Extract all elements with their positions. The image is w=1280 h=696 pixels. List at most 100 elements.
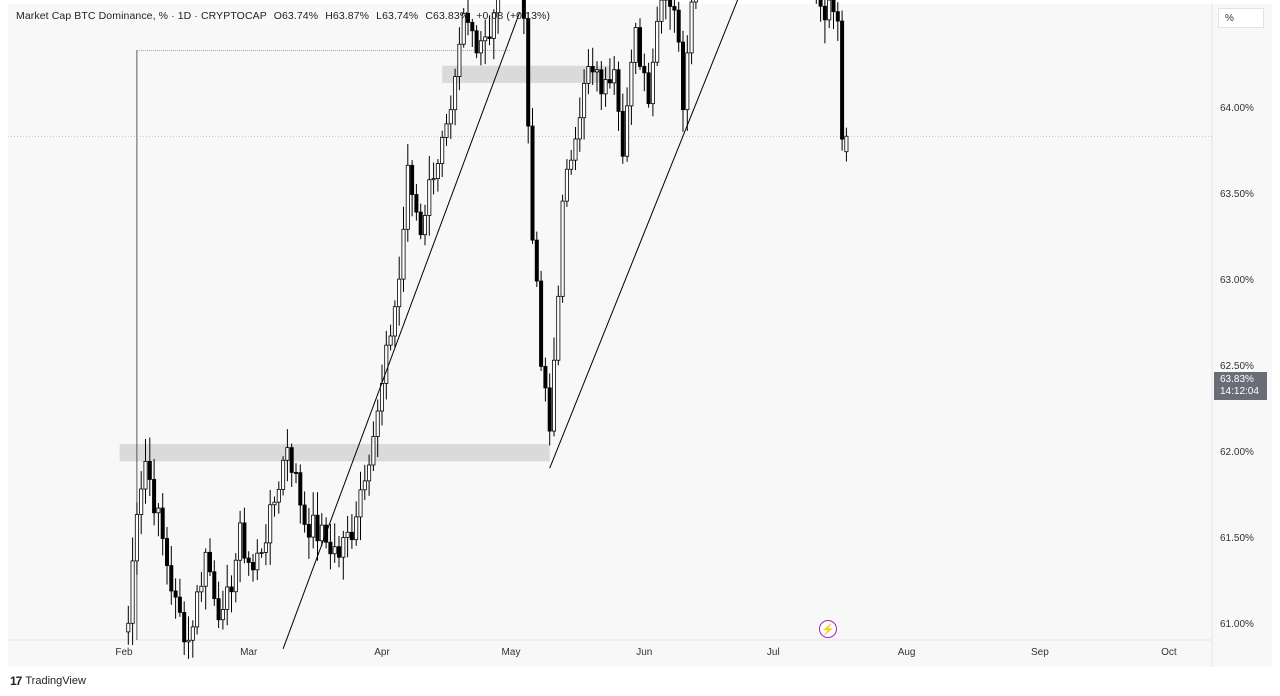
candle-body (599, 69, 604, 95)
candle-body (655, 20, 660, 63)
candle-body (203, 551, 208, 587)
change-value: +0.08 (+0.13%) (476, 10, 551, 22)
candle-body (379, 382, 384, 412)
candle-body (315, 514, 320, 542)
candle-body (384, 344, 389, 384)
candle-body (238, 522, 243, 561)
symbol-label[interactable]: Market Cap BTC Dominance, % · 1D · CRYPT… (16, 10, 267, 22)
lightning-bolt-icon[interactable]: ⚡ (819, 620, 837, 638)
candle-body (233, 559, 238, 593)
candle-body (367, 464, 372, 482)
candle-body (311, 514, 316, 538)
bar-countdown: 14:12:04 (1220, 386, 1259, 397)
candle-body (272, 501, 277, 506)
candle-body (285, 447, 290, 461)
candle-body (844, 135, 849, 153)
candle-body (646, 72, 651, 105)
brand-label: TradingView (25, 675, 86, 687)
candle-body (319, 524, 324, 542)
candle-body (143, 460, 148, 490)
time-tick-label: Aug (898, 647, 916, 658)
candle-body (293, 472, 298, 474)
candle-body (620, 110, 625, 157)
price-tick-label: 63.50% (1220, 189, 1254, 200)
candle-body (229, 586, 234, 593)
candle-body (642, 65, 647, 74)
candle-body (199, 585, 204, 593)
candle-body (427, 179, 432, 216)
candle-body (689, 1, 694, 54)
candle-body (435, 163, 440, 179)
candle-body (560, 200, 565, 297)
candle-body (607, 79, 612, 84)
candle-body (573, 138, 578, 161)
candle-body (160, 507, 165, 539)
candle-body (207, 551, 212, 573)
candle-body (487, 36, 492, 39)
candle-body (341, 537, 346, 558)
candle-body (470, 21, 475, 32)
candle-body (465, 12, 470, 23)
candle-body (603, 79, 608, 95)
candle-body (676, 9, 681, 43)
candle-body (431, 178, 436, 181)
candle-body (582, 82, 587, 119)
candle-body (629, 61, 634, 107)
time-tick-label: Sep (1031, 647, 1049, 658)
candle-body (478, 40, 483, 54)
candle-body (349, 531, 354, 541)
candle-body (147, 460, 152, 480)
candle-body (212, 571, 217, 600)
trendline (282, 12, 521, 649)
close-value: C63.83% (425, 10, 470, 22)
tradingview-footer[interactable]: 17 TradingView (10, 674, 86, 688)
candle-body (681, 41, 686, 111)
candle-body (139, 488, 144, 515)
last-price-value: 63.83% (1220, 374, 1254, 385)
candle-body (440, 137, 445, 164)
support-resistance-zone (442, 65, 610, 83)
candle-body (263, 542, 268, 553)
candle-body (405, 164, 410, 230)
candle-body (216, 598, 221, 621)
unit-label: % (1225, 12, 1234, 24)
candle-body (246, 557, 251, 563)
candle-body (328, 541, 333, 555)
candle-body (590, 66, 595, 73)
price-scale-unit-button[interactable]: % (1218, 8, 1264, 28)
candle-body (130, 560, 135, 624)
candle-body (556, 295, 561, 361)
candle-body (332, 546, 337, 555)
candle-body (164, 538, 169, 566)
trendline (549, 0, 739, 469)
candle-body (195, 591, 200, 628)
candle-body (255, 552, 260, 571)
candle-body (685, 52, 690, 111)
chart-pane[interactable] (8, 4, 1272, 667)
candle-body (693, 0, 698, 3)
candle-body (177, 596, 182, 613)
tradingview-logo-icon: 17 (10, 674, 22, 688)
candle-body (336, 546, 341, 558)
candle-body (422, 215, 427, 236)
candle-body (401, 228, 406, 280)
candle-body (306, 524, 311, 538)
candle-body (530, 125, 535, 241)
candle-body (595, 69, 600, 73)
candle-body (521, 0, 526, 19)
candle-body (491, 12, 496, 39)
candle-body (668, 0, 673, 7)
candle-body (835, 11, 840, 22)
time-tick-label: Oct (1161, 647, 1177, 658)
price-tick-label: 61.00% (1220, 619, 1254, 630)
candle-body (220, 609, 225, 621)
candle-body (827, 0, 832, 21)
candle-body (526, 17, 531, 127)
last-price-label: 63.83% 14:12:04 (1214, 372, 1267, 400)
time-tick-label: Apr (374, 647, 390, 658)
price-tick-label: 62.50% (1220, 361, 1254, 372)
candle-body (190, 626, 195, 641)
candle-body (483, 36, 488, 42)
candle-body (586, 66, 591, 84)
